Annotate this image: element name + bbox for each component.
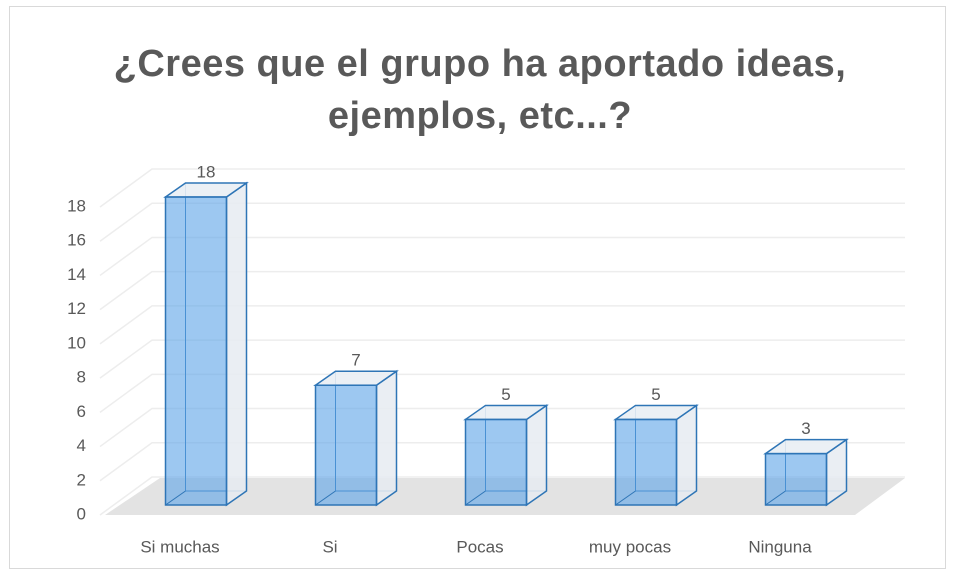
bar	[164, 196, 228, 506]
y-tick-label: 18	[67, 196, 86, 215]
data-label: 18	[197, 162, 216, 181]
bar	[614, 418, 678, 506]
bar-edge	[165, 490, 186, 506]
y-tick-label: 14	[67, 265, 86, 284]
x-tick-label: Pocas	[456, 537, 503, 556]
x-tick-label: Ninguna	[748, 537, 812, 556]
data-label: 5	[501, 385, 510, 404]
y-tick-label: 6	[77, 402, 86, 421]
y-tick-label: 16	[67, 231, 86, 250]
grid-line	[99, 202, 905, 242]
bar-side	[525, 404, 548, 507]
bar-edge	[615, 490, 636, 506]
y-tick-label: 8	[77, 368, 86, 387]
chart-title: ¿Crees que el grupo ha aportado ideas, e…	[113, 43, 847, 137]
data-label: 7	[351, 351, 360, 370]
grid-line	[99, 236, 905, 277]
y-tick-label: 2	[77, 470, 86, 489]
grid-line	[99, 270, 905, 311]
bar	[314, 384, 378, 506]
bar-side	[375, 369, 398, 507]
bar-side	[225, 181, 248, 507]
data-label: 3	[801, 419, 810, 438]
bar-edge	[765, 490, 786, 506]
bar-edge	[315, 490, 336, 506]
x-tick-label: Si	[322, 537, 337, 556]
x-tick-label: muy pocas	[589, 537, 671, 556]
y-tick-label: 10	[67, 333, 86, 352]
grid-line	[99, 168, 905, 208]
bar	[464, 418, 528, 506]
y-tick-label: 0	[77, 504, 86, 523]
bar-edge	[465, 490, 486, 506]
grid-line	[99, 373, 905, 413]
y-tick-label: 12	[67, 299, 86, 318]
grid-line	[99, 305, 905, 345]
data-label: 5	[651, 385, 660, 404]
y-tick-label: 4	[77, 436, 86, 455]
chart-frame	[9, 6, 946, 569]
x-tick-label: Si muchas	[140, 537, 219, 556]
grid-line	[99, 339, 905, 379]
bar-side	[675, 404, 698, 507]
bar	[764, 452, 828, 506]
